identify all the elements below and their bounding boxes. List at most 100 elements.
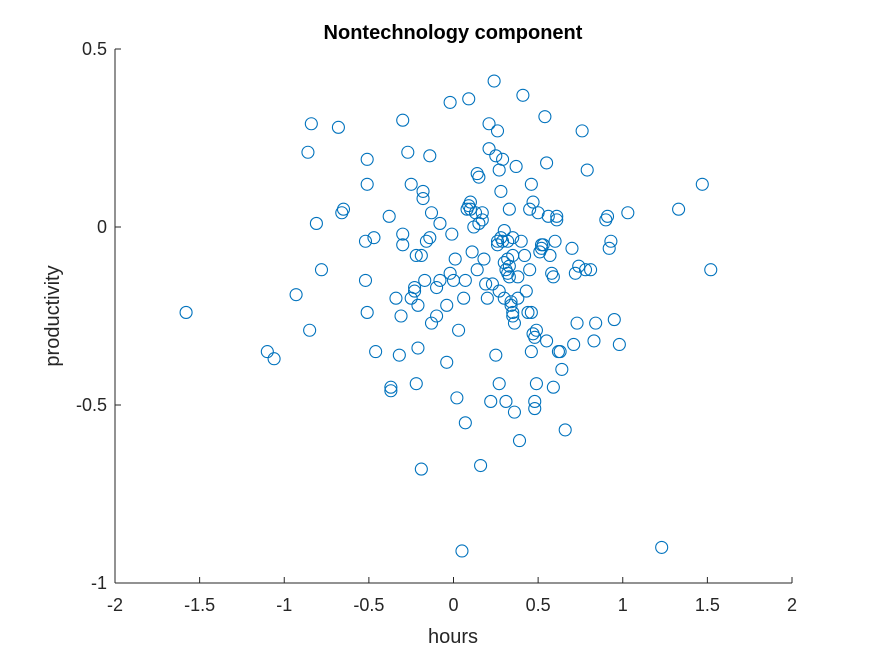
data-point bbox=[540, 156, 554, 170]
data-point bbox=[392, 348, 406, 362]
x-tick-label: 1.5 bbox=[695, 595, 720, 615]
data-point bbox=[384, 380, 398, 394]
data-point bbox=[360, 177, 374, 191]
data-point bbox=[567, 337, 581, 352]
data-point bbox=[475, 206, 489, 220]
data-point bbox=[497, 291, 511, 305]
data-point bbox=[550, 209, 564, 223]
data-point bbox=[443, 95, 457, 109]
data-point bbox=[430, 309, 444, 323]
x-tick-label: -1.5 bbox=[184, 595, 215, 615]
data-point bbox=[546, 380, 560, 394]
data-point bbox=[179, 305, 193, 319]
data-point bbox=[506, 305, 520, 319]
data-point bbox=[304, 117, 318, 131]
data-point bbox=[502, 270, 516, 284]
data-point bbox=[506, 231, 520, 245]
data-point bbox=[404, 177, 418, 191]
data-point bbox=[655, 540, 669, 554]
data-point bbox=[524, 345, 538, 359]
data-point bbox=[504, 298, 518, 312]
data-point bbox=[458, 273, 472, 287]
data-point bbox=[369, 345, 383, 359]
data-point bbox=[524, 305, 538, 319]
y-axis-label: productivity bbox=[42, 265, 64, 366]
data-point bbox=[600, 209, 615, 223]
data-point bbox=[331, 120, 345, 134]
data-point bbox=[440, 355, 454, 369]
data-point bbox=[589, 316, 603, 330]
data-points bbox=[179, 74, 718, 558]
data-point bbox=[389, 291, 403, 305]
y-tick-label: -1 bbox=[91, 573, 107, 593]
data-point bbox=[465, 245, 479, 259]
chart-title: Nontechnology component bbox=[324, 22, 583, 44]
data-point bbox=[396, 227, 410, 241]
data-point bbox=[411, 298, 425, 312]
data-point bbox=[382, 209, 396, 223]
data-point bbox=[458, 416, 472, 430]
data-point bbox=[621, 206, 635, 220]
data-point bbox=[408, 284, 422, 298]
data-point bbox=[448, 252, 462, 266]
data-point bbox=[511, 291, 525, 305]
data-point bbox=[529, 377, 543, 391]
data-point bbox=[502, 202, 516, 216]
data-point bbox=[452, 323, 466, 337]
data-point bbox=[492, 284, 506, 298]
data-point bbox=[414, 248, 428, 263]
data-point bbox=[523, 202, 537, 216]
data-point bbox=[394, 309, 408, 323]
data-point bbox=[480, 291, 494, 305]
x-tick-label: 0 bbox=[448, 595, 458, 615]
x-tick-label: 2 bbox=[787, 595, 797, 615]
data-point bbox=[430, 280, 444, 295]
data-point bbox=[494, 184, 508, 198]
data-point bbox=[516, 88, 530, 102]
data-point bbox=[396, 238, 410, 252]
data-point bbox=[450, 391, 464, 405]
y-ticks: -1 -0.5 0 0.5 bbox=[76, 39, 121, 593]
data-point bbox=[289, 288, 303, 302]
data-point bbox=[440, 298, 454, 312]
data-point bbox=[267, 352, 281, 366]
data-point bbox=[472, 170, 486, 184]
data-point bbox=[519, 284, 533, 298]
data-point bbox=[401, 145, 415, 159]
data-point bbox=[418, 273, 432, 287]
data-point bbox=[457, 291, 471, 305]
data-point bbox=[541, 209, 555, 223]
data-point bbox=[523, 263, 537, 277]
data-point bbox=[695, 177, 709, 191]
data-point bbox=[424, 206, 439, 220]
data-point bbox=[499, 394, 513, 408]
data-point bbox=[575, 124, 589, 138]
data-point bbox=[553, 345, 567, 359]
data-point bbox=[409, 248, 423, 263]
data-point bbox=[358, 234, 373, 248]
data-point bbox=[506, 309, 520, 323]
data-point bbox=[260, 345, 274, 359]
data-point bbox=[604, 234, 618, 248]
data-point bbox=[528, 402, 542, 416]
x-tick-label: 0.5 bbox=[526, 595, 551, 615]
data-point bbox=[411, 341, 425, 355]
data-point bbox=[416, 191, 430, 206]
data-point bbox=[367, 231, 381, 245]
data-point bbox=[484, 394, 498, 408]
data-point bbox=[485, 277, 499, 291]
data-point bbox=[584, 263, 598, 277]
data-point bbox=[578, 263, 593, 277]
data-point bbox=[565, 241, 579, 255]
data-point bbox=[482, 117, 496, 131]
data-point bbox=[489, 149, 503, 163]
data-point bbox=[384, 384, 398, 398]
x-axis-label: hours bbox=[428, 626, 478, 648]
data-point bbox=[524, 177, 538, 191]
data-point bbox=[555, 362, 569, 376]
data-point bbox=[612, 337, 626, 352]
y-tick-label: -0.5 bbox=[76, 395, 107, 415]
data-point bbox=[528, 394, 542, 408]
data-point bbox=[511, 270, 525, 284]
data-point bbox=[335, 206, 349, 220]
